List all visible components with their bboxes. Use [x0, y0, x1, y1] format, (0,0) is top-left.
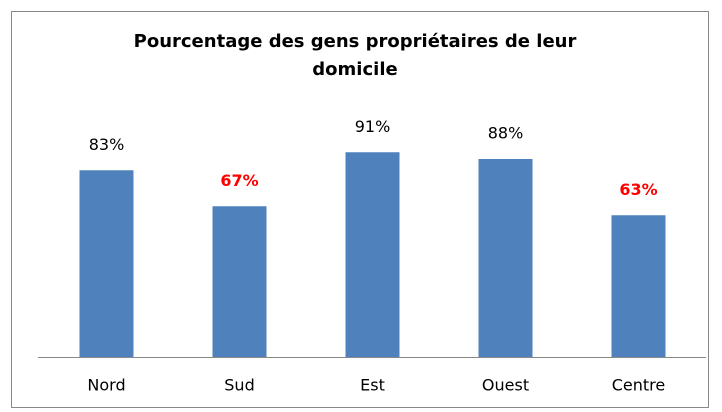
value-label: 91%: [355, 117, 391, 136]
x-tick-label: Est: [360, 376, 385, 395]
x-tick-label: Sud: [224, 376, 254, 395]
x-tick-label: Ouest: [482, 376, 529, 395]
value-label: 88%: [488, 124, 524, 143]
bar: [478, 159, 533, 357]
bar: [345, 152, 400, 357]
x-tick-label: Centre: [612, 376, 666, 395]
bar: [212, 206, 267, 357]
x-tick-label: Nord: [87, 376, 125, 395]
value-label: 83%: [89, 135, 125, 154]
value-label: 67%: [220, 171, 258, 190]
value-label: 63%: [619, 180, 657, 199]
chart-title: Pourcentage des gens propriétaires de le…: [133, 31, 577, 80]
bar: [611, 215, 666, 357]
bar: [79, 170, 134, 357]
